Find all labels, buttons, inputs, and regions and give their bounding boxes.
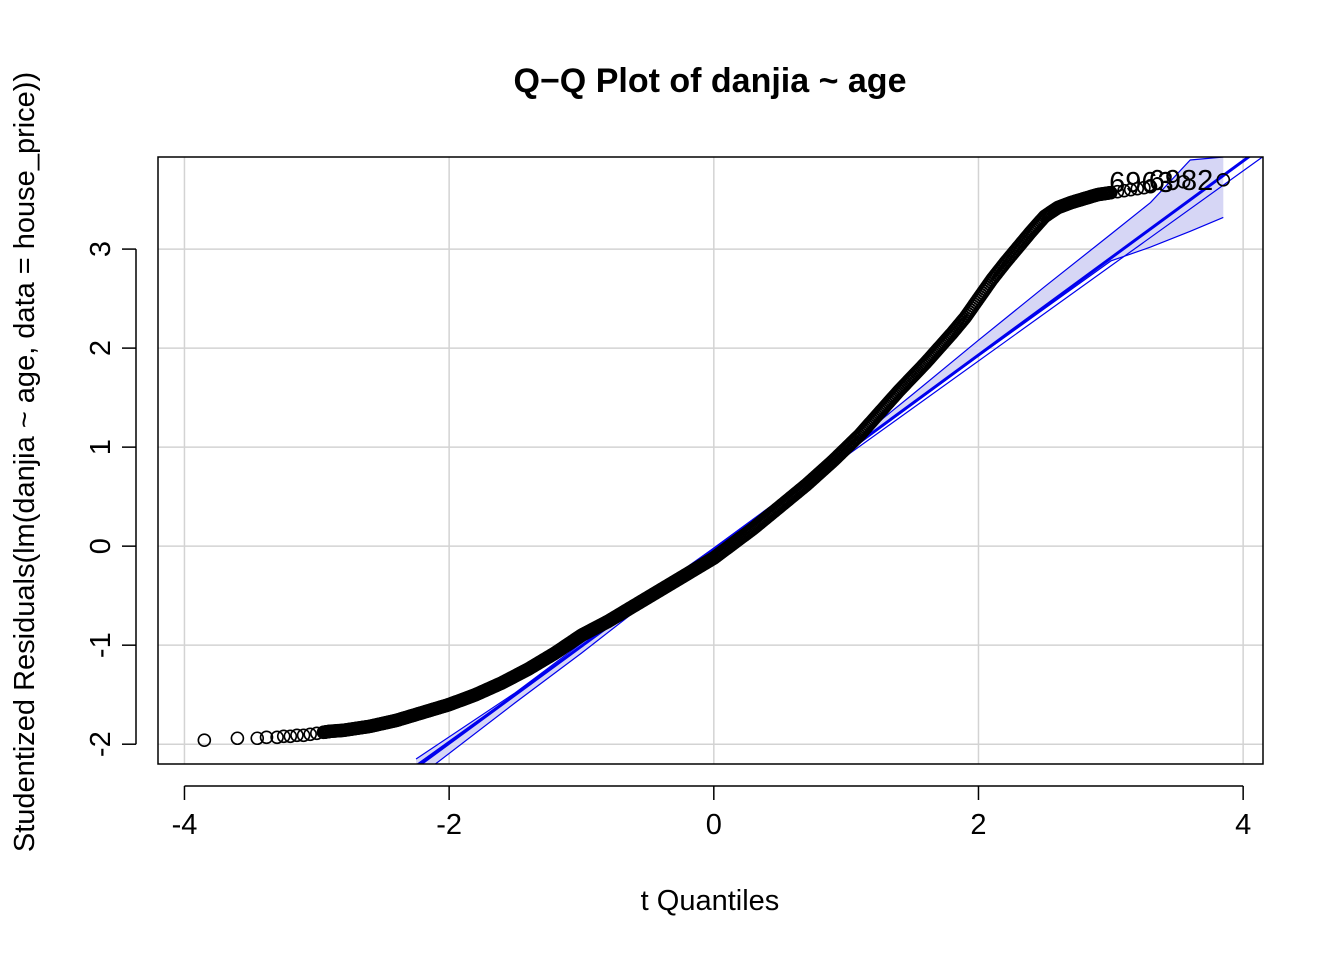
data-point xyxy=(1104,185,1118,200)
point-label-6963: 6963 xyxy=(1109,167,1174,199)
data-point xyxy=(303,727,317,742)
y-tick-label: 3 xyxy=(85,241,117,257)
data-point xyxy=(270,730,284,745)
data-point xyxy=(1137,180,1151,195)
y-tick-label: -2 xyxy=(85,731,117,757)
data-point xyxy=(1143,179,1158,194)
data-point xyxy=(283,729,298,744)
x-tick-label: -2 xyxy=(436,809,462,841)
grid-lines xyxy=(158,157,1263,764)
data-point xyxy=(1117,183,1131,198)
x-tick-label: -4 xyxy=(172,809,198,841)
x-axis-label: t Quantiles xyxy=(641,885,780,917)
labeled-point xyxy=(1176,174,1191,189)
envelope-lower-line xyxy=(434,216,1224,764)
data-point xyxy=(1123,182,1138,197)
data-point xyxy=(259,730,274,745)
data-point xyxy=(276,729,291,744)
x-tick-label: 4 xyxy=(1235,809,1251,841)
y-tick-label: 0 xyxy=(85,538,117,554)
y-tick-label: 1 xyxy=(85,439,117,455)
data-point xyxy=(290,728,304,743)
x-axis: -4 -2 0 2 4 xyxy=(172,785,1251,841)
labeled-point xyxy=(1216,172,1231,187)
data-points xyxy=(197,179,1158,748)
y-axis: -2 -1 0 1 2 3 xyxy=(85,241,137,757)
data-point xyxy=(296,728,311,743)
envelope-band xyxy=(416,157,1224,764)
y-tick-label: 2 xyxy=(85,340,117,356)
point-label-6982: 6982 xyxy=(1149,165,1214,197)
y-axis-label: Studentized Residuals(lm(danjia ~ age, d… xyxy=(9,72,41,852)
plot-frame xyxy=(157,156,1264,765)
y-tick-label: -1 xyxy=(85,632,117,658)
data-point xyxy=(230,731,245,746)
x-tick-label: 0 xyxy=(706,809,722,841)
x-tick-label: 2 xyxy=(970,809,986,841)
data-point xyxy=(197,733,212,748)
data-point xyxy=(1130,181,1145,196)
chart-title: Q−Q Plot of danjia ~ age xyxy=(514,62,907,100)
reference-line xyxy=(418,157,1252,764)
data-point xyxy=(250,731,265,746)
data-point xyxy=(1110,184,1125,199)
